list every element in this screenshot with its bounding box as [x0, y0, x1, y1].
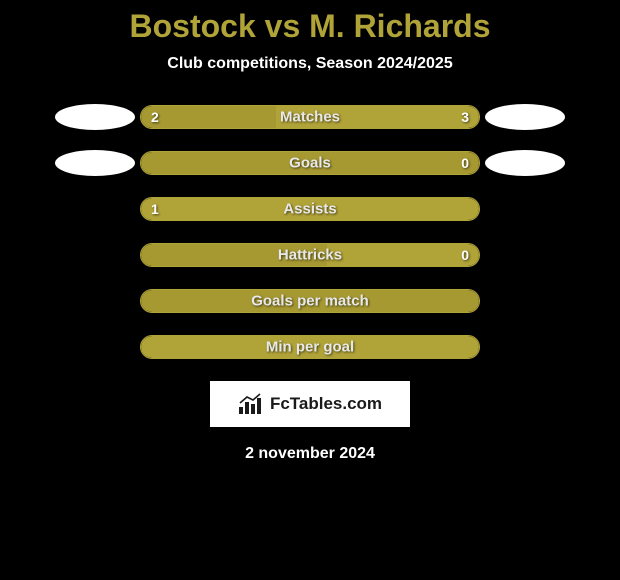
player-right-ellipse-icon [485, 104, 565, 130]
bar-fill-left [141, 106, 276, 128]
page-title: Bostock vs M. Richards [0, 8, 620, 45]
logo-box: FcTables.com [210, 381, 410, 427]
bar-fill-right [327, 244, 479, 266]
stat-row: Matches 2 3 [0, 105, 620, 129]
right-marker-cell [480, 104, 570, 130]
stat-row: Min per goal [0, 335, 620, 359]
date-text: 2 november 2024 [0, 445, 620, 463]
page-subtitle: Club competitions, Season 2024/2025 [0, 55, 620, 73]
stat-label: Goals [289, 155, 331, 172]
player-right-ellipse-icon [485, 150, 565, 176]
right-marker-cell [480, 150, 570, 176]
player-left-ellipse-icon [55, 150, 135, 176]
stat-label: Assists [283, 201, 336, 218]
left-marker-cell [50, 104, 140, 130]
left-marker-cell [50, 150, 140, 176]
comparison-infographic: Bostock vs M. Richards Club competitions… [0, 0, 620, 463]
stat-row: Goals 0 [0, 151, 620, 175]
stat-bar: Hattricks 0 [140, 243, 480, 267]
stat-bar: Goals 0 [140, 151, 480, 175]
stats-area: Matches 2 3 Goals 0 Assists 1 Hattricks 0 Goals p… [0, 105, 620, 359]
fctables-logo-icon [238, 393, 264, 415]
stat-row: Goals per match [0, 289, 620, 313]
stat-label: Goals per match [251, 293, 369, 310]
stat-label: Matches [280, 109, 340, 126]
stat-bar: Goals per match [140, 289, 480, 313]
stat-value-right: 3 [461, 109, 469, 125]
stat-value-right: 0 [461, 155, 469, 171]
logo-text: FcTables.com [270, 394, 382, 414]
stat-bar: Matches 2 3 [140, 105, 480, 129]
stat-bar: Assists 1 [140, 197, 480, 221]
stat-label: Min per goal [266, 339, 354, 356]
stat-row: Hattricks 0 [0, 243, 620, 267]
stat-bar: Min per goal [140, 335, 480, 359]
stat-label: Hattricks [278, 247, 342, 264]
player-left-ellipse-icon [55, 104, 135, 130]
stat-value-left: 1 [151, 201, 159, 217]
stat-value-left: 2 [151, 109, 159, 125]
stat-row: Assists 1 [0, 197, 620, 221]
stat-value-right: 0 [461, 247, 469, 263]
